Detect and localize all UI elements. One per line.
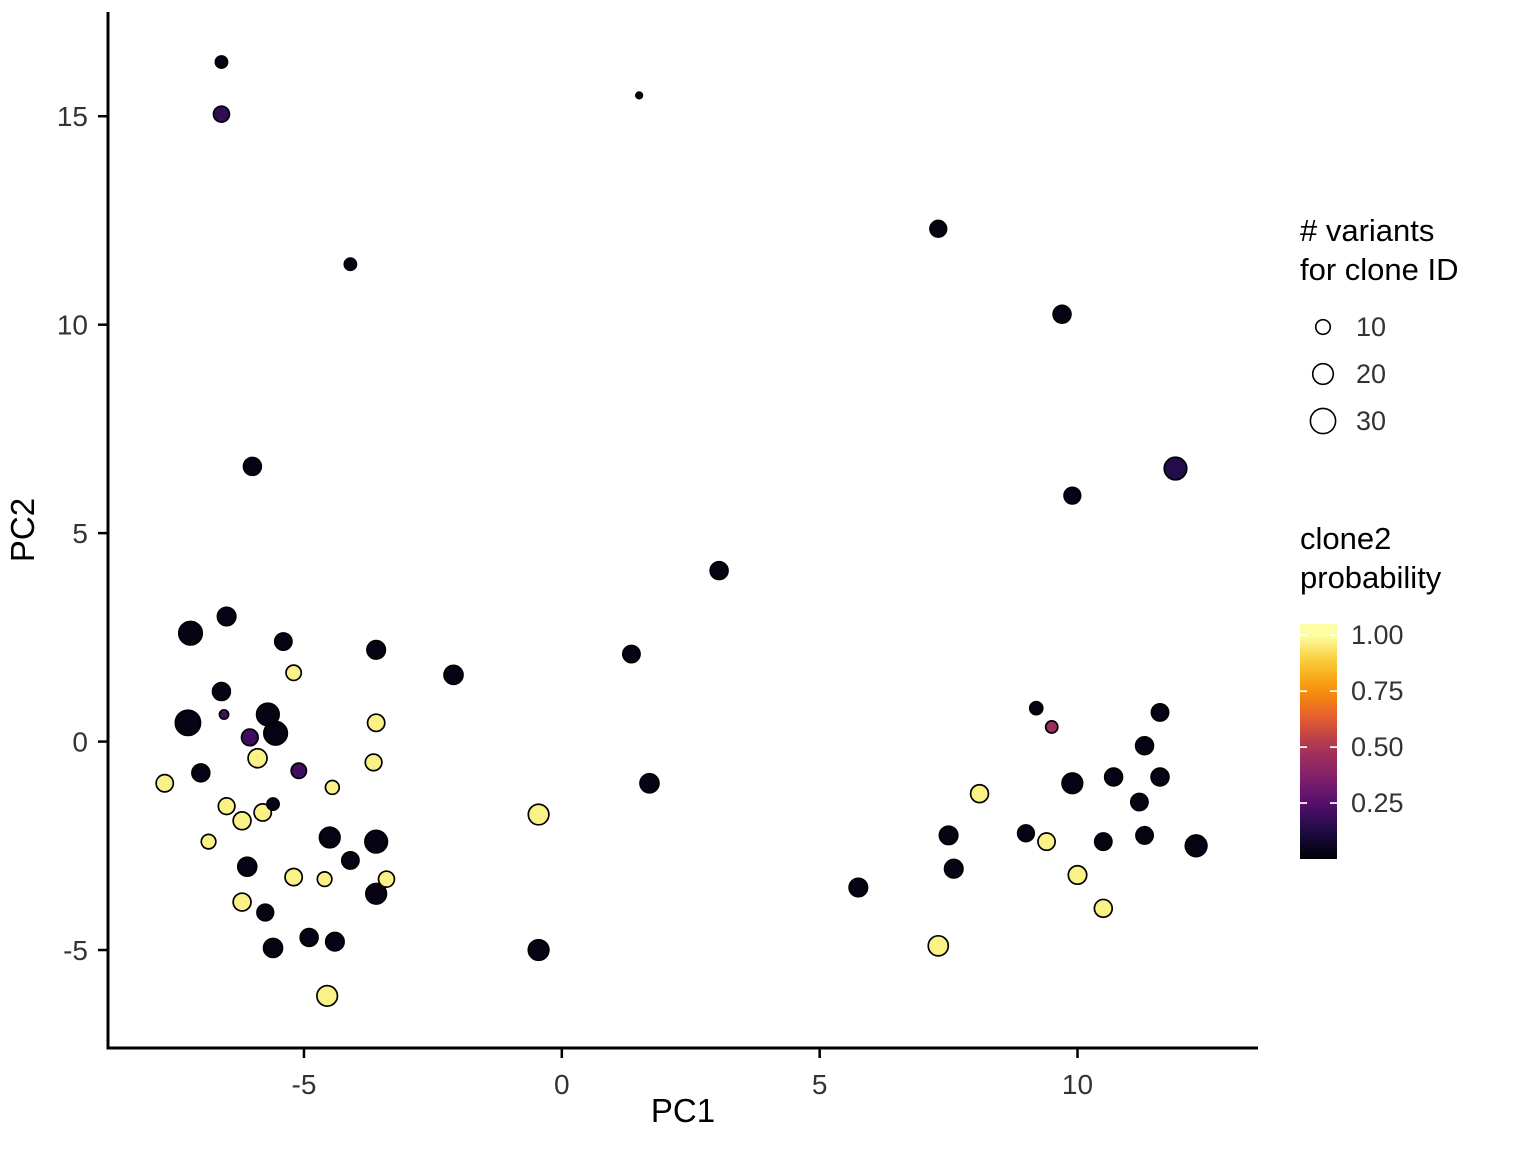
- color-legend-title: clone2 probability: [1300, 521, 1442, 595]
- svg-text:-5: -5: [292, 1069, 317, 1100]
- x-axis-title: PC1: [651, 1092, 715, 1129]
- svg-text:0: 0: [72, 727, 88, 758]
- size-legend-label: 30: [1356, 405, 1387, 436]
- axes: -5 0 5 10 -5 0 5 10 15: [57, 12, 1258, 1100]
- size-legend-key-circle: [1314, 318, 1332, 336]
- svg-text:15: 15: [57, 101, 88, 132]
- svg-text:5: 5: [72, 518, 88, 549]
- colorbar: 1.00 0.75 0.50 0.25: [1300, 620, 1404, 859]
- size-legend-entry: 20: [1300, 351, 1459, 398]
- svg-text:10: 10: [57, 310, 88, 341]
- data-points: [155, 55, 1208, 1008]
- colorbar-tick-label: 1.00: [1351, 620, 1404, 650]
- size-legend-key-circle: [1311, 362, 1335, 386]
- size-legend-entry: 30: [1300, 398, 1459, 445]
- svg-text:5: 5: [812, 1069, 828, 1100]
- svg-text:-5: -5: [63, 935, 88, 966]
- size-legend-entries: 10 20 30: [1300, 304, 1459, 445]
- color-legend: clone2 probability 1.00 0.75 0.50 0.25: [1300, 520, 1470, 874]
- size-legend-label: 20: [1356, 358, 1387, 389]
- colorbar-tick-label: 0.75: [1351, 676, 1404, 706]
- colorbar-tick-label: 0.50: [1351, 732, 1404, 762]
- size-legend-title: # variants for clone ID: [1300, 213, 1459, 287]
- size-legend-key-circle: [1309, 407, 1337, 435]
- svg-text:10: 10: [1062, 1069, 1093, 1100]
- plot-area: -5 0 5 10 -5 0 5 10 15 PC1 PC2: [4, 12, 1258, 1129]
- svg-text:0: 0: [554, 1069, 570, 1100]
- y-axis-title: PC2: [4, 498, 41, 562]
- size-legend-entry: 10: [1300, 304, 1459, 351]
- size-legend: # variants for clone ID 10 20 30: [1300, 212, 1459, 445]
- size-legend-label: 10: [1356, 311, 1387, 342]
- colorbar-tick-label: 0.25: [1351, 788, 1404, 818]
